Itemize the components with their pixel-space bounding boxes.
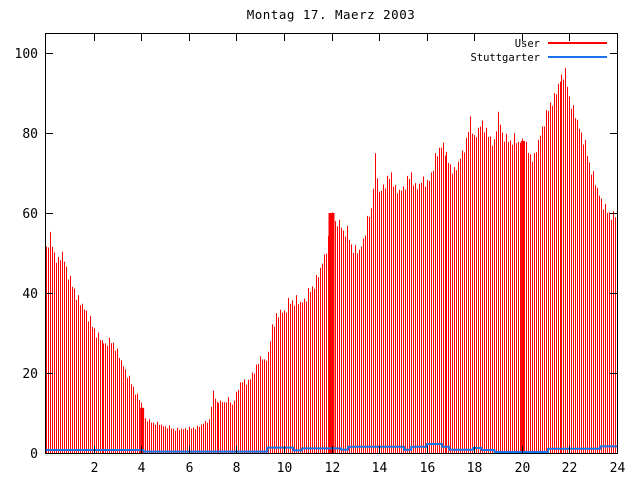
y-tick-label: 60: [22, 207, 38, 222]
x-tick-label: 12: [325, 461, 341, 476]
stuttgarter-line: [46, 443, 617, 453]
y-tick-label: 20: [22, 367, 38, 382]
x-tick-label: 22: [562, 461, 578, 476]
x-tick-label: 16: [420, 461, 436, 476]
y-tick-label: 0: [30, 447, 38, 462]
chart-title: Montag 17. Maerz 2003: [247, 7, 416, 22]
legend-label-user: User: [515, 38, 540, 50]
y-tick-labels: 0 20 40 60 80 100: [15, 47, 38, 462]
axis-ticks: [46, 34, 618, 454]
plot-border: [45, 33, 618, 454]
x-tick-label: 14: [372, 461, 388, 476]
event-bar: [521, 141, 526, 453]
x-tick-label: 8: [233, 461, 241, 476]
legend-label-stuttgarter: Stuttgarter: [470, 52, 540, 64]
y-tick-label: 80: [22, 127, 38, 142]
x-tick-labels: 2 4 6 8 10 12 14 16 18 20 22 24: [91, 461, 626, 476]
x-tick-label: 20: [515, 461, 531, 476]
user-impulses: [46, 67, 616, 453]
x-tick-label: 10: [277, 461, 293, 476]
y-tick-label: 40: [22, 287, 38, 302]
event-bar: [328, 213, 335, 453]
x-tick-label: 4: [138, 461, 146, 476]
x-tick-label: 6: [186, 461, 194, 476]
y-tick-label: 100: [15, 47, 38, 62]
event-bar: [140, 407, 145, 453]
x-tick-label: 24: [610, 461, 626, 476]
x-tick-label: 2: [91, 461, 99, 476]
user-event-bars: [140, 141, 526, 453]
x-tick-label: 18: [467, 461, 483, 476]
legend: User Stuttgarter: [470, 38, 607, 64]
